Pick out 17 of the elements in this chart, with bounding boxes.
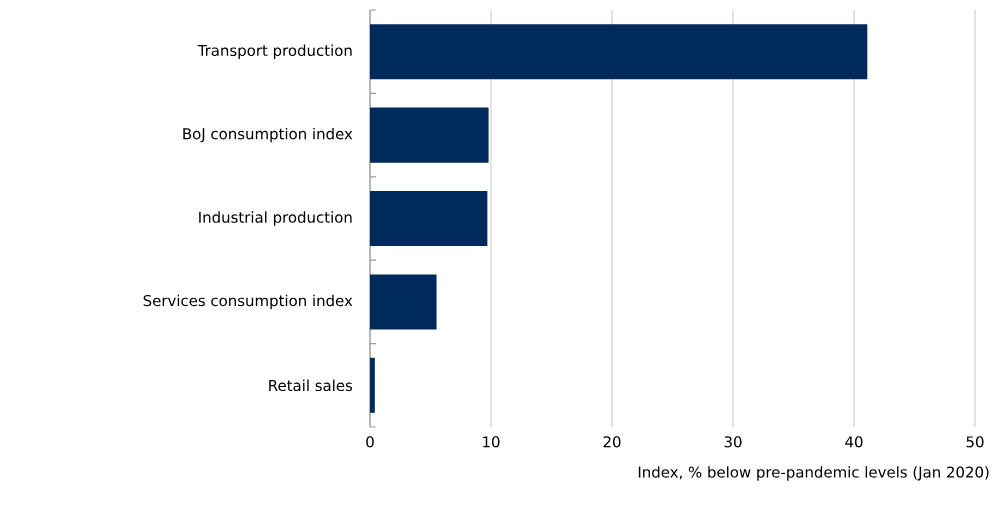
x-tick-label: 50 (966, 436, 984, 448)
x-tick-label: 20 (603, 436, 621, 448)
bar (370, 24, 868, 80)
y-tick-label: Transport production (197, 44, 352, 59)
y-tick-label: Retail sales (269, 379, 353, 392)
bar (370, 274, 437, 330)
bar (370, 190, 488, 247)
x-axis-title: Index, % below pre-pandemic levels (Jan 2020) (638, 466, 989, 481)
y-tick-label: Industrial production (199, 211, 352, 226)
bar (370, 107, 489, 163)
x-tick-label: 30 (724, 436, 742, 448)
x-tick-label: 40 (845, 436, 863, 448)
bar (370, 357, 375, 413)
x-tick-label: 10 (483, 436, 500, 448)
y-tick-label: Services consumption index (143, 294, 353, 310)
y-tick-label: BoJ consumption index (183, 127, 353, 143)
x-tick-label: 0 (366, 436, 374, 448)
